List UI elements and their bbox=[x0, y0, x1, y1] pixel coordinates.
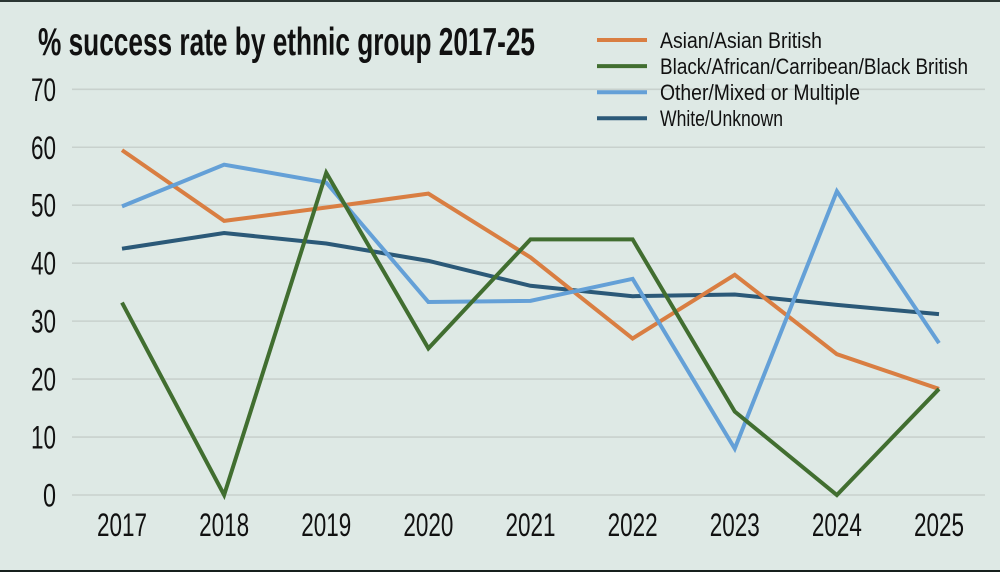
legend-label: Black/African/Carribean/Black British bbox=[660, 54, 968, 79]
top-edge-border bbox=[0, 0, 1000, 2]
y-axis-tick-label: 60 bbox=[31, 130, 56, 166]
data-line-black-african-carribean-black-british bbox=[120, 167, 941, 501]
chart-title: % success rate by ethnic group 2017-25 bbox=[38, 21, 535, 64]
y-axis-tick-labels: 0 10 20 30 40 50 60 70 bbox=[31, 72, 56, 514]
y-axis-tick-label: 70 bbox=[31, 72, 56, 108]
data-lines bbox=[120, 148, 941, 501]
y-axis-tick-label: 40 bbox=[31, 246, 56, 282]
x-axis-tick-label: 2017 bbox=[97, 507, 147, 543]
legend-label: White/Unknown bbox=[660, 106, 783, 131]
legend-label: Asian/Asian British bbox=[660, 28, 822, 53]
x-axis-tick-label: 2019 bbox=[301, 507, 351, 543]
x-axis-tick-labels: 2017 2018 2019 2020 2021 2022 2023 2024 2025 bbox=[97, 507, 964, 543]
data-line-other-mixed-or-multiple bbox=[121, 162, 941, 454]
legend-item: Black/African/Carribean/Black British bbox=[597, 54, 968, 79]
x-axis-tick-label: 2018 bbox=[199, 507, 249, 543]
legend-label: Other/Mixed or Multiple bbox=[660, 80, 860, 105]
legend: Asian/Asian BritishBlack/African/Carribe… bbox=[597, 28, 968, 131]
bottom-edge-border bbox=[0, 570, 1000, 572]
legend-item: White/Unknown bbox=[597, 106, 783, 131]
x-axis-tick-label: 2022 bbox=[608, 507, 658, 543]
legend-item: Asian/Asian British bbox=[597, 28, 822, 53]
legend-item: Other/Mixed or Multiple bbox=[597, 80, 860, 105]
x-axis-tick-label: 2023 bbox=[710, 507, 760, 543]
x-axis-tick-label: 2020 bbox=[403, 507, 453, 543]
y-axis-tick-label: 10 bbox=[31, 420, 56, 456]
x-axis-tick-label: 2021 bbox=[506, 507, 556, 543]
x-axis-tick-label: 2025 bbox=[914, 507, 964, 543]
x-axis-tick-label: 2024 bbox=[812, 507, 862, 543]
y-axis-tick-label: 50 bbox=[31, 188, 56, 224]
data-line-asian-asian-british bbox=[120, 148, 940, 391]
y-axis-tick-label: 30 bbox=[31, 304, 56, 340]
y-axis-tick-label: 20 bbox=[31, 362, 56, 398]
data-line-white-unknown bbox=[121, 231, 940, 317]
y-axis-tick-label: 0 bbox=[43, 478, 56, 514]
